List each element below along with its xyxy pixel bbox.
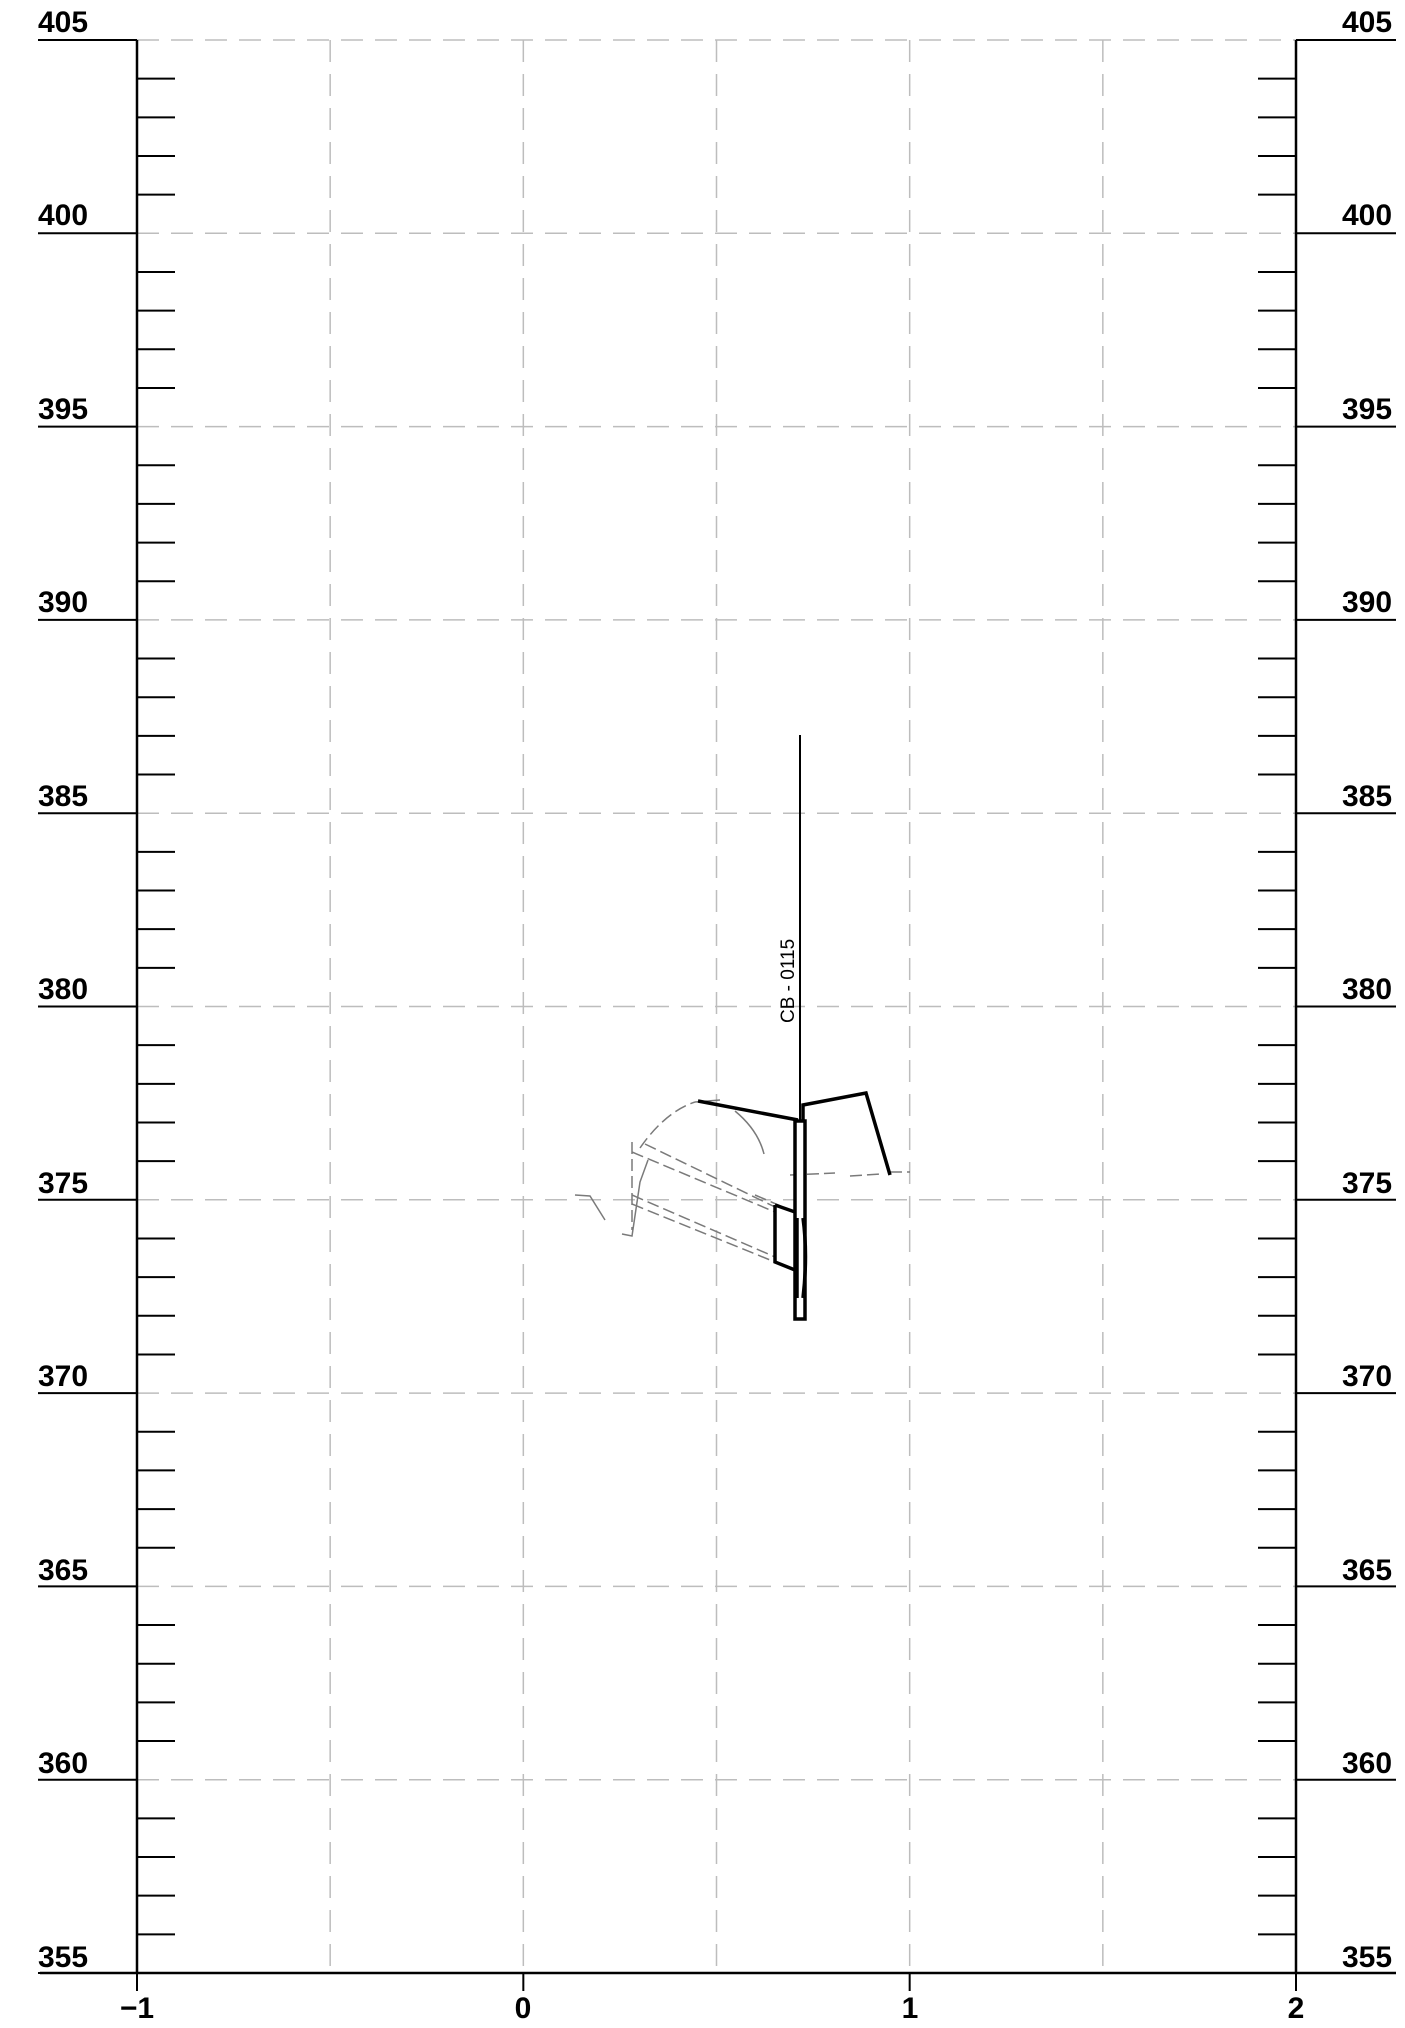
offset-label: −1 xyxy=(120,1992,154,2025)
borehole: CB - 0115 xyxy=(778,735,808,1321)
grid-lines xyxy=(137,39,1296,1974)
offset-label: 1 xyxy=(902,1992,919,2025)
feature-outline xyxy=(774,1203,796,1214)
offset-label: 2 xyxy=(1288,1992,1305,2025)
ground-surface-dashed xyxy=(639,1101,696,1149)
inclined-feature-dashed xyxy=(631,1142,776,1230)
elevation-label-left: 365 xyxy=(38,1554,88,1587)
elevation-label-left: 375 xyxy=(38,1167,88,1200)
left-elevation-labels: 405 400 395 390 385 380 375 370 365 360 … xyxy=(38,6,88,1974)
elevation-label-right: 380 xyxy=(1342,973,1392,1006)
elevation-label-left: 405 xyxy=(38,6,88,39)
elevation-label-left: 355 xyxy=(38,1941,88,1974)
elevation-label-right: 365 xyxy=(1342,1554,1392,1587)
ground-surface-profile xyxy=(801,1090,892,1176)
elevation-label-right: 375 xyxy=(1342,1167,1392,1200)
right-elevation-labels: 405 400 395 390 385 380 375 370 365 360 … xyxy=(1342,6,1392,1974)
elevation-label-left: 380 xyxy=(38,973,88,1006)
elevation-label-right: 395 xyxy=(1342,393,1392,426)
offset-label: 0 xyxy=(515,1992,532,2025)
ground-surface-dashed xyxy=(754,1194,791,1211)
elevation-label-right: 405 xyxy=(1342,6,1392,39)
borehole-screen xyxy=(795,1217,808,1299)
ground-surface-thin xyxy=(621,1159,649,1237)
elevation-label-left: 400 xyxy=(38,199,88,232)
ground-surface-dashed xyxy=(789,1171,910,1177)
elevation-label-left: 360 xyxy=(38,1747,88,1780)
elevation-label-right: 360 xyxy=(1342,1747,1392,1780)
elevation-label-right: 390 xyxy=(1342,586,1392,619)
axis-ticks xyxy=(38,39,1396,1991)
feature-outline xyxy=(773,1205,796,1272)
elevation-label-right: 355 xyxy=(1342,1941,1392,1974)
inclined-feature-dashed xyxy=(631,1194,776,1263)
elevation-label-left: 385 xyxy=(38,780,88,813)
elevation-label-right: 400 xyxy=(1342,199,1392,232)
elevation-label-left: 370 xyxy=(38,1360,88,1393)
elevation-label-right: 370 xyxy=(1342,1360,1392,1393)
ground-surface-thin xyxy=(574,1194,606,1221)
elevation-label-right: 385 xyxy=(1342,780,1392,813)
elevation-label-left: 390 xyxy=(38,586,88,619)
ground-profile xyxy=(574,1090,910,1272)
offset-labels: −1 0 1 2 xyxy=(120,1992,1304,2025)
borehole-label: CB - 0115 xyxy=(778,939,799,1023)
elevation-label-left: 395 xyxy=(38,393,88,426)
ground-surface-profile xyxy=(697,1099,799,1122)
